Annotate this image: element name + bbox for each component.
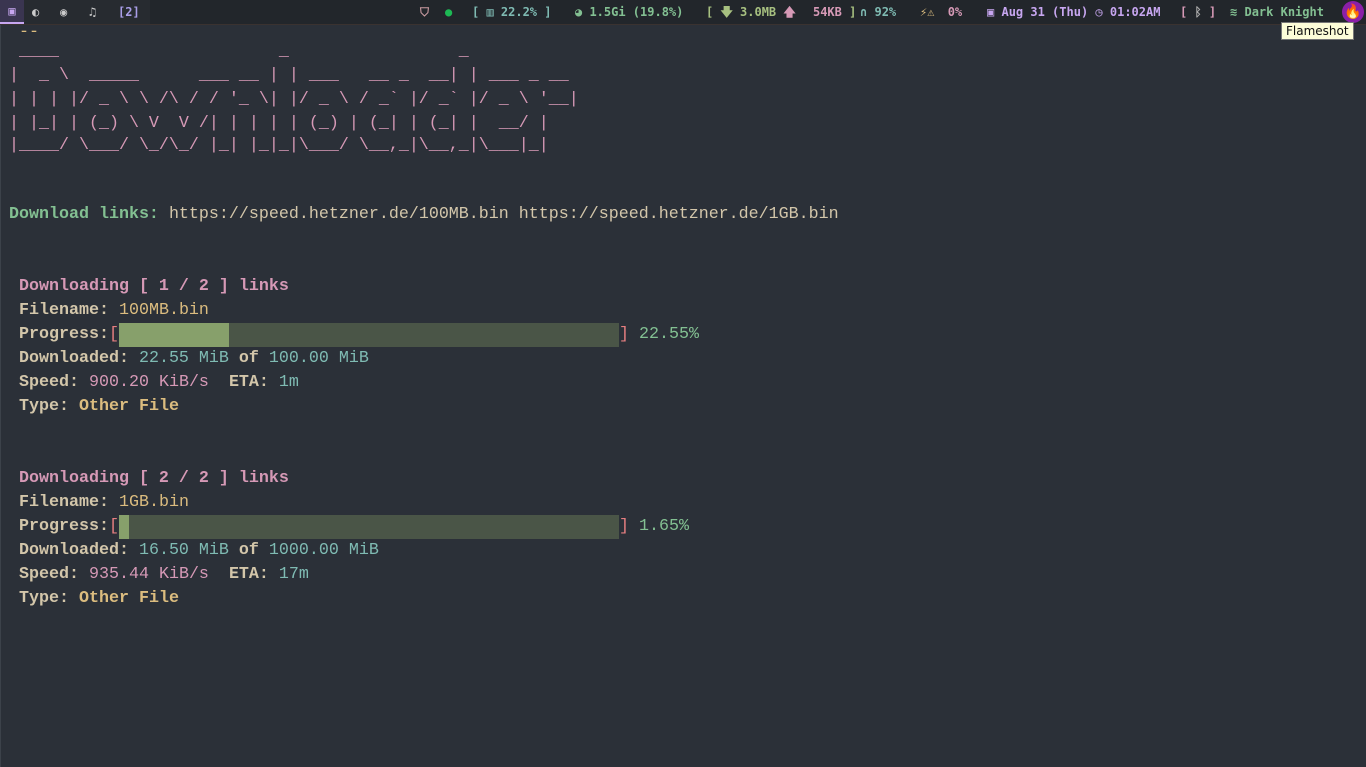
progress-fill [118, 515, 129, 539]
wifi-name: Dark Knight [1244, 5, 1324, 19]
filename-value: 100MB.bin [118, 301, 209, 320]
clock-icon: ◷ [1095, 5, 1103, 19]
arrow-down-icon: 🡇 [720, 5, 733, 19]
total-value: 1000.00 MiB [268, 541, 379, 560]
shield-icon[interactable]: ⛉ [420, 5, 430, 19]
downloaded-label: Downloaded: [19, 349, 129, 368]
download-links: Download links: https://speed.hetzner.de… [9, 203, 839, 227]
headphones-value: 92% [874, 5, 897, 19]
banner-line: |____/ \___/ \_/\_/ |_| |_|_|\___/ \__,_… [9, 136, 549, 155]
browser-icon[interactable]: ◐ [32, 5, 40, 19]
battery-module: ⚡⚠ 0% [920, 0, 962, 24]
github-icon[interactable]: ◉ [60, 5, 68, 19]
memory-module: ◕ 1.5Gi (19.8%) [575, 5, 684, 19]
type-label: Type: [19, 397, 69, 416]
workspace-switcher: ▣ ◐ ◉ ♫ [2] [0, 0, 150, 24]
date-value: Aug 31 (Thu) [1001, 5, 1089, 19]
speed-label: Speed: [19, 373, 79, 392]
cpu-value: 22.2% [500, 5, 538, 19]
clock-module[interactable]: ▣ Aug 31 (Thu) ◷ 01:02AM [987, 0, 1160, 24]
workspace-count[interactable]: [2] [118, 5, 140, 19]
of-text: of [238, 349, 259, 368]
progress-label: Progress: [19, 517, 109, 536]
links-label: Download links: [9, 205, 159, 224]
banner-line: | | | |/ _ \ \ /\ / / '_ \| |/ _ \ / _` … [9, 90, 579, 109]
plug-warning-icon: ⚡⚠ [920, 5, 935, 19]
speed-label: Speed: [19, 565, 79, 584]
headphones-icon: ∩ [860, 5, 868, 19]
type-value: Other File [78, 589, 179, 608]
speed-row: Speed: 900.20 KiB/s ETA: 1m [19, 371, 299, 395]
downloaded-row: Downloaded: 22.55 MiB of 100.00 MiB [19, 347, 369, 371]
progress-bar [118, 323, 619, 347]
downloaded-value: 16.50 MiB [138, 541, 229, 560]
filename-label: Filename: [19, 493, 109, 512]
total-value: 100.00 MiB [268, 349, 369, 368]
prompt-fragment: -- [19, 23, 39, 42]
filename-label: Filename: [19, 301, 109, 320]
wifi-icon: ≋ [1230, 5, 1238, 19]
download-header: Downloading [ 1 / 2 ] links [19, 277, 289, 296]
filename-row: Filename: 1GB.bin [19, 491, 189, 515]
music-icon[interactable]: ♫ [89, 5, 97, 19]
eta-value: 17m [278, 565, 309, 584]
downloaded-value: 22.55 MiB [138, 349, 229, 368]
headphones-module: ∩ 92% [860, 0, 896, 24]
flameshot-tray-icon[interactable]: 🔥 [1342, 1, 1364, 23]
speed-value: 900.20 KiB/s [88, 373, 209, 392]
banner-line: | _ \ _____ ___ __ | | ___ __ _ __| | __… [9, 66, 569, 85]
memory-value: 1.5Gi (19.8%) [589, 5, 684, 19]
bluetooth-module[interactable]: [ ᛒ ] [1180, 5, 1217, 19]
arrow-up-icon: 🡅 [783, 5, 796, 19]
wifi-module[interactable]: ≋ Dark Knight [1230, 0, 1324, 24]
net-down-value: 3.0MB [740, 5, 777, 19]
time-value: 01:02AM [1109, 5, 1161, 19]
eta-label: ETA: [228, 373, 269, 392]
progress-bar [118, 515, 619, 539]
calendar-icon: ▣ [987, 5, 995, 19]
progress-percent: 1.65% [638, 517, 689, 536]
spotify-icon[interactable]: ● [445, 5, 453, 19]
type-row: Type: Other File [19, 395, 179, 419]
of-text: of [238, 541, 259, 560]
eta-value: 1m [278, 373, 299, 392]
bluetooth-icon: ᛒ [1194, 5, 1202, 19]
downloaded-row: Downloaded: 16.50 MiB of 1000.00 MiB [19, 539, 379, 563]
filename-row: Filename: 100MB.bin [19, 299, 209, 323]
progress-percent: 22.55% [638, 325, 699, 344]
tooltip: Flameshot [1281, 22, 1354, 40]
progress-fill [118, 323, 229, 347]
progress-row: Progress:[] 22.55% [19, 323, 699, 347]
progress-row: Progress:[] 1.65% [19, 515, 689, 539]
network-module: [ 🡇 3.0MB 🡅 54KB ] [706, 5, 857, 19]
downloaded-label: Downloaded: [19, 541, 129, 560]
links-value: https://speed.hetzner.de/100MB.bin https… [168, 205, 839, 224]
download-header: Downloading [ 2 / 2 ] links [19, 469, 289, 488]
eta-label: ETA: [228, 565, 269, 584]
battery-value: 0% [947, 5, 963, 19]
progress-label: Progress: [19, 325, 109, 344]
terminal-window[interactable]: -- ____ _ _ | _ \ _____ ___ __ | | ___ _… [0, 23, 1366, 767]
status-bar: ▣ ◐ ◉ ♫ [2] ⛉ ● [ ▥ 22.2% ] ◕ 1.5Gi (19.… [0, 0, 1366, 25]
filename-value: 1GB.bin [118, 493, 189, 512]
banner-line: ____ _ _ [9, 42, 469, 61]
banner-line: | |_| | (_) \ V V /| | | | | (_) | (_| |… [9, 114, 549, 133]
speed-value: 935.44 KiB/s [88, 565, 209, 584]
terminal-icon[interactable]: ▣ [0, 0, 24, 24]
net-up-value: 54KB [812, 5, 842, 19]
type-row: Type: Other File [19, 587, 179, 611]
type-label: Type: [19, 589, 69, 608]
speed-row: Speed: 935.44 KiB/s ETA: 17m [19, 563, 309, 587]
cpu-module: [ ▥ 22.2% ] [472, 5, 552, 19]
type-value: Other File [78, 397, 179, 416]
